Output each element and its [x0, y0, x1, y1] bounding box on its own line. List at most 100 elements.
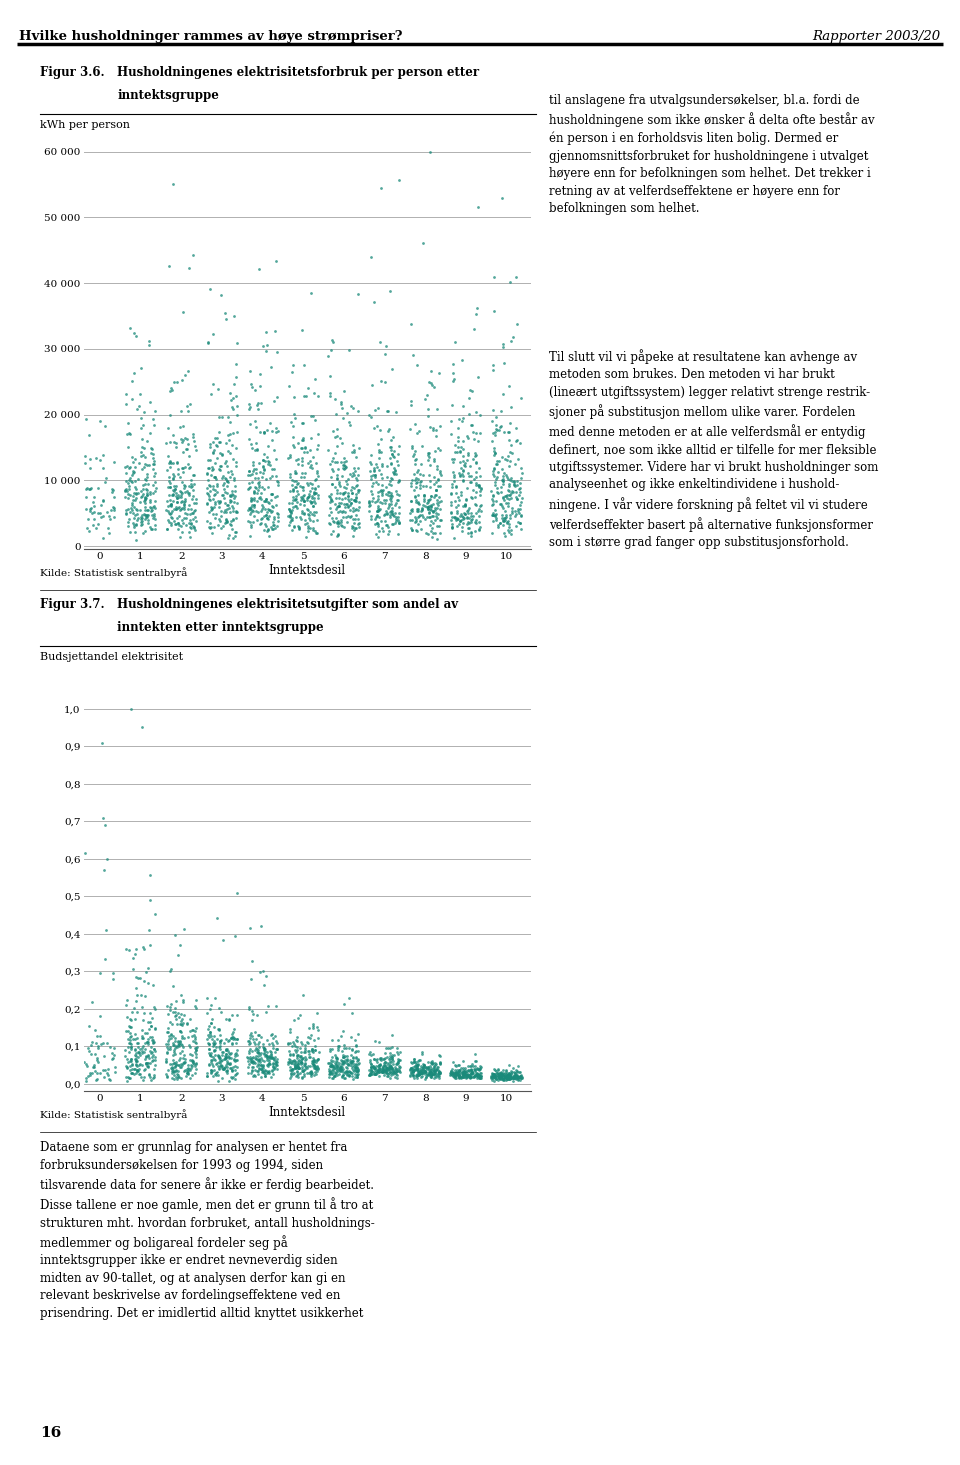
- Point: [455, 429, 470, 453]
- Point: [183, 1053, 199, 1077]
- Point: [414, 469, 429, 492]
- Point: [303, 453, 319, 476]
- Point: [171, 1059, 186, 1083]
- Point: [462, 497, 477, 520]
- Point: [86, 495, 102, 519]
- Point: [145, 481, 160, 504]
- Point: [288, 406, 303, 429]
- Point: [432, 460, 447, 483]
- Point: [485, 463, 500, 486]
- Point: [168, 996, 183, 1020]
- Point: [206, 1030, 222, 1053]
- X-axis label: Inntektsdesil: Inntektsdesil: [269, 1106, 346, 1119]
- Point: [97, 470, 112, 494]
- Point: [340, 504, 355, 527]
- Point: [471, 517, 487, 541]
- Point: [176, 990, 191, 1014]
- Point: [173, 514, 188, 538]
- Point: [511, 1065, 526, 1088]
- Point: [423, 1064, 439, 1087]
- Point: [209, 426, 225, 450]
- Point: [177, 1059, 192, 1083]
- Point: [500, 420, 516, 444]
- Point: [347, 463, 362, 486]
- Point: [187, 1062, 203, 1086]
- Point: [173, 1052, 188, 1075]
- Point: [362, 1050, 377, 1074]
- Point: [369, 500, 384, 523]
- Point: [410, 1062, 425, 1086]
- Point: [412, 1062, 427, 1086]
- Point: [142, 482, 157, 505]
- Point: [257, 1064, 273, 1087]
- Point: [323, 513, 338, 536]
- Point: [251, 1042, 266, 1065]
- Point: [503, 1059, 518, 1083]
- Point: [500, 478, 516, 501]
- Point: [266, 1058, 281, 1081]
- Point: [486, 1062, 501, 1086]
- Point: [444, 1064, 460, 1087]
- Point: [248, 378, 263, 401]
- Point: [204, 1059, 220, 1083]
- Point: [362, 1040, 377, 1064]
- Point: [294, 1059, 309, 1083]
- Point: [289, 1036, 304, 1059]
- Point: [365, 1053, 380, 1077]
- Point: [384, 1061, 399, 1084]
- Point: [298, 435, 313, 459]
- Point: [342, 1037, 357, 1061]
- Point: [464, 1062, 479, 1086]
- Point: [503, 412, 518, 435]
- Point: [252, 473, 267, 497]
- Point: [366, 457, 381, 481]
- Point: [181, 1056, 197, 1080]
- Point: [310, 422, 325, 445]
- Point: [493, 1065, 509, 1088]
- Point: [202, 1053, 217, 1077]
- Point: [445, 1061, 461, 1084]
- Point: [402, 501, 418, 524]
- Point: [300, 1031, 316, 1055]
- Point: [121, 1031, 136, 1055]
- Point: [507, 1065, 522, 1088]
- Point: [205, 483, 221, 507]
- Point: [501, 1061, 516, 1084]
- Point: [381, 1062, 396, 1086]
- Point: [182, 502, 198, 526]
- Point: [349, 1061, 365, 1084]
- Point: [337, 447, 352, 470]
- Point: [348, 1055, 363, 1078]
- Point: [296, 483, 311, 507]
- Point: [308, 451, 324, 475]
- Point: [142, 888, 157, 911]
- Point: [333, 475, 348, 498]
- Point: [306, 486, 322, 510]
- Point: [342, 410, 357, 434]
- Point: [129, 1031, 144, 1055]
- Point: [451, 461, 467, 485]
- Point: [92, 409, 108, 432]
- Point: [253, 482, 269, 505]
- Point: [79, 1052, 94, 1075]
- Point: [264, 514, 279, 538]
- Point: [176, 457, 191, 481]
- Point: [204, 495, 219, 519]
- Point: [84, 990, 100, 1014]
- Point: [433, 473, 448, 497]
- Point: [513, 432, 528, 456]
- Point: [510, 312, 525, 335]
- Point: [224, 1026, 239, 1049]
- Point: [367, 1058, 382, 1081]
- Point: [185, 507, 201, 530]
- Point: [288, 488, 303, 511]
- Point: [245, 500, 260, 523]
- Point: [208, 467, 224, 491]
- Point: [288, 461, 303, 485]
- Point: [229, 420, 245, 444]
- Point: [183, 1056, 199, 1080]
- Point: [361, 489, 376, 513]
- Point: [178, 438, 193, 461]
- Point: [380, 497, 396, 520]
- Point: [503, 486, 518, 510]
